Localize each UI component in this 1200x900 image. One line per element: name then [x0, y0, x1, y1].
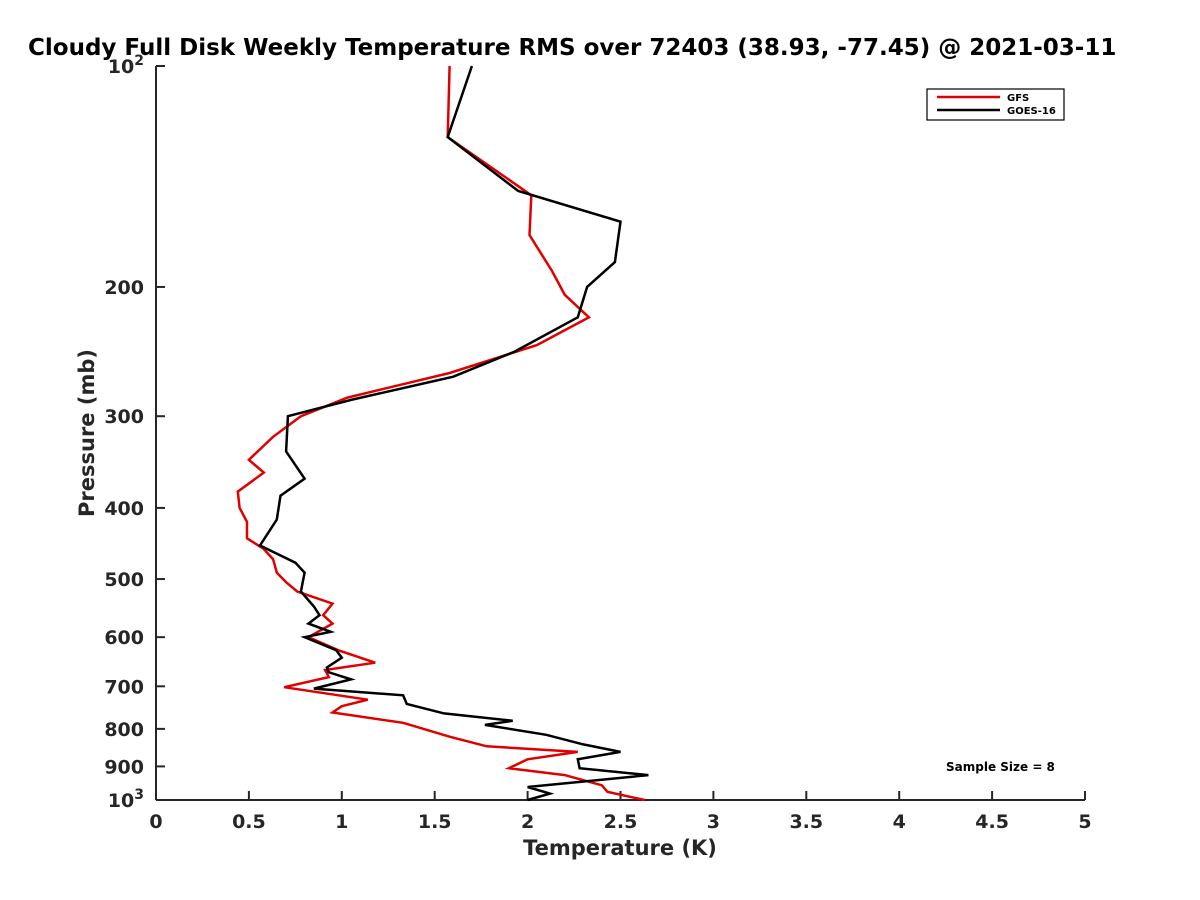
x-tick-label: 1.5	[418, 811, 452, 833]
x-axis: 0 0.5 1 1.5 2 2.5 3 3.5 4 4.5 5	[149, 791, 1092, 833]
chart-title: Cloudy Full Disk Weekly Temperature RMS …	[28, 35, 1116, 61]
y-axis-label: Pressure (mb)	[75, 349, 99, 517]
x-tick-label: 5	[1078, 811, 1091, 833]
x-tick-label: 3	[707, 811, 720, 833]
x-tick-label: 0	[149, 811, 162, 833]
y-tick-label: 300	[104, 406, 144, 428]
x-tick-label: 1	[335, 811, 348, 833]
y-tick-label: 700	[104, 676, 144, 698]
x-tick-label: 4.5	[975, 811, 1009, 833]
y-tick-label: 102	[108, 53, 144, 78]
sample-size-annotation: Sample Size = 8	[946, 760, 1055, 774]
series-layer	[236, 65, 649, 802]
series-line-goes16	[258, 65, 649, 802]
legend-box	[926, 88, 1065, 121]
legend-label-gfs: GFS	[1007, 93, 1029, 104]
x-tick-label: 2.5	[604, 811, 638, 833]
y-tick-label: 900	[104, 756, 144, 778]
y-tick-label: 500	[104, 569, 144, 591]
y-tick-label: 103	[108, 787, 144, 812]
y-tick-label: 400	[104, 498, 144, 520]
legend-label-goes16: GOES-16	[1007, 106, 1056, 117]
y-tick-label: 800	[104, 719, 144, 741]
y-tick-label: 200	[104, 277, 144, 299]
y-tick-label: 600	[104, 627, 144, 649]
legend: GFS GOES-16	[926, 88, 1065, 121]
x-tick-label: 4	[893, 811, 906, 833]
x-axis-label: Temperature (K)	[523, 836, 717, 860]
y-axis: 102 200 300 400 500 600 700 800 900 103	[104, 53, 165, 812]
x-tick-label: 3.5	[789, 811, 823, 833]
x-tick-label: 0.5	[232, 811, 266, 833]
x-tick-label: 2	[521, 811, 534, 833]
